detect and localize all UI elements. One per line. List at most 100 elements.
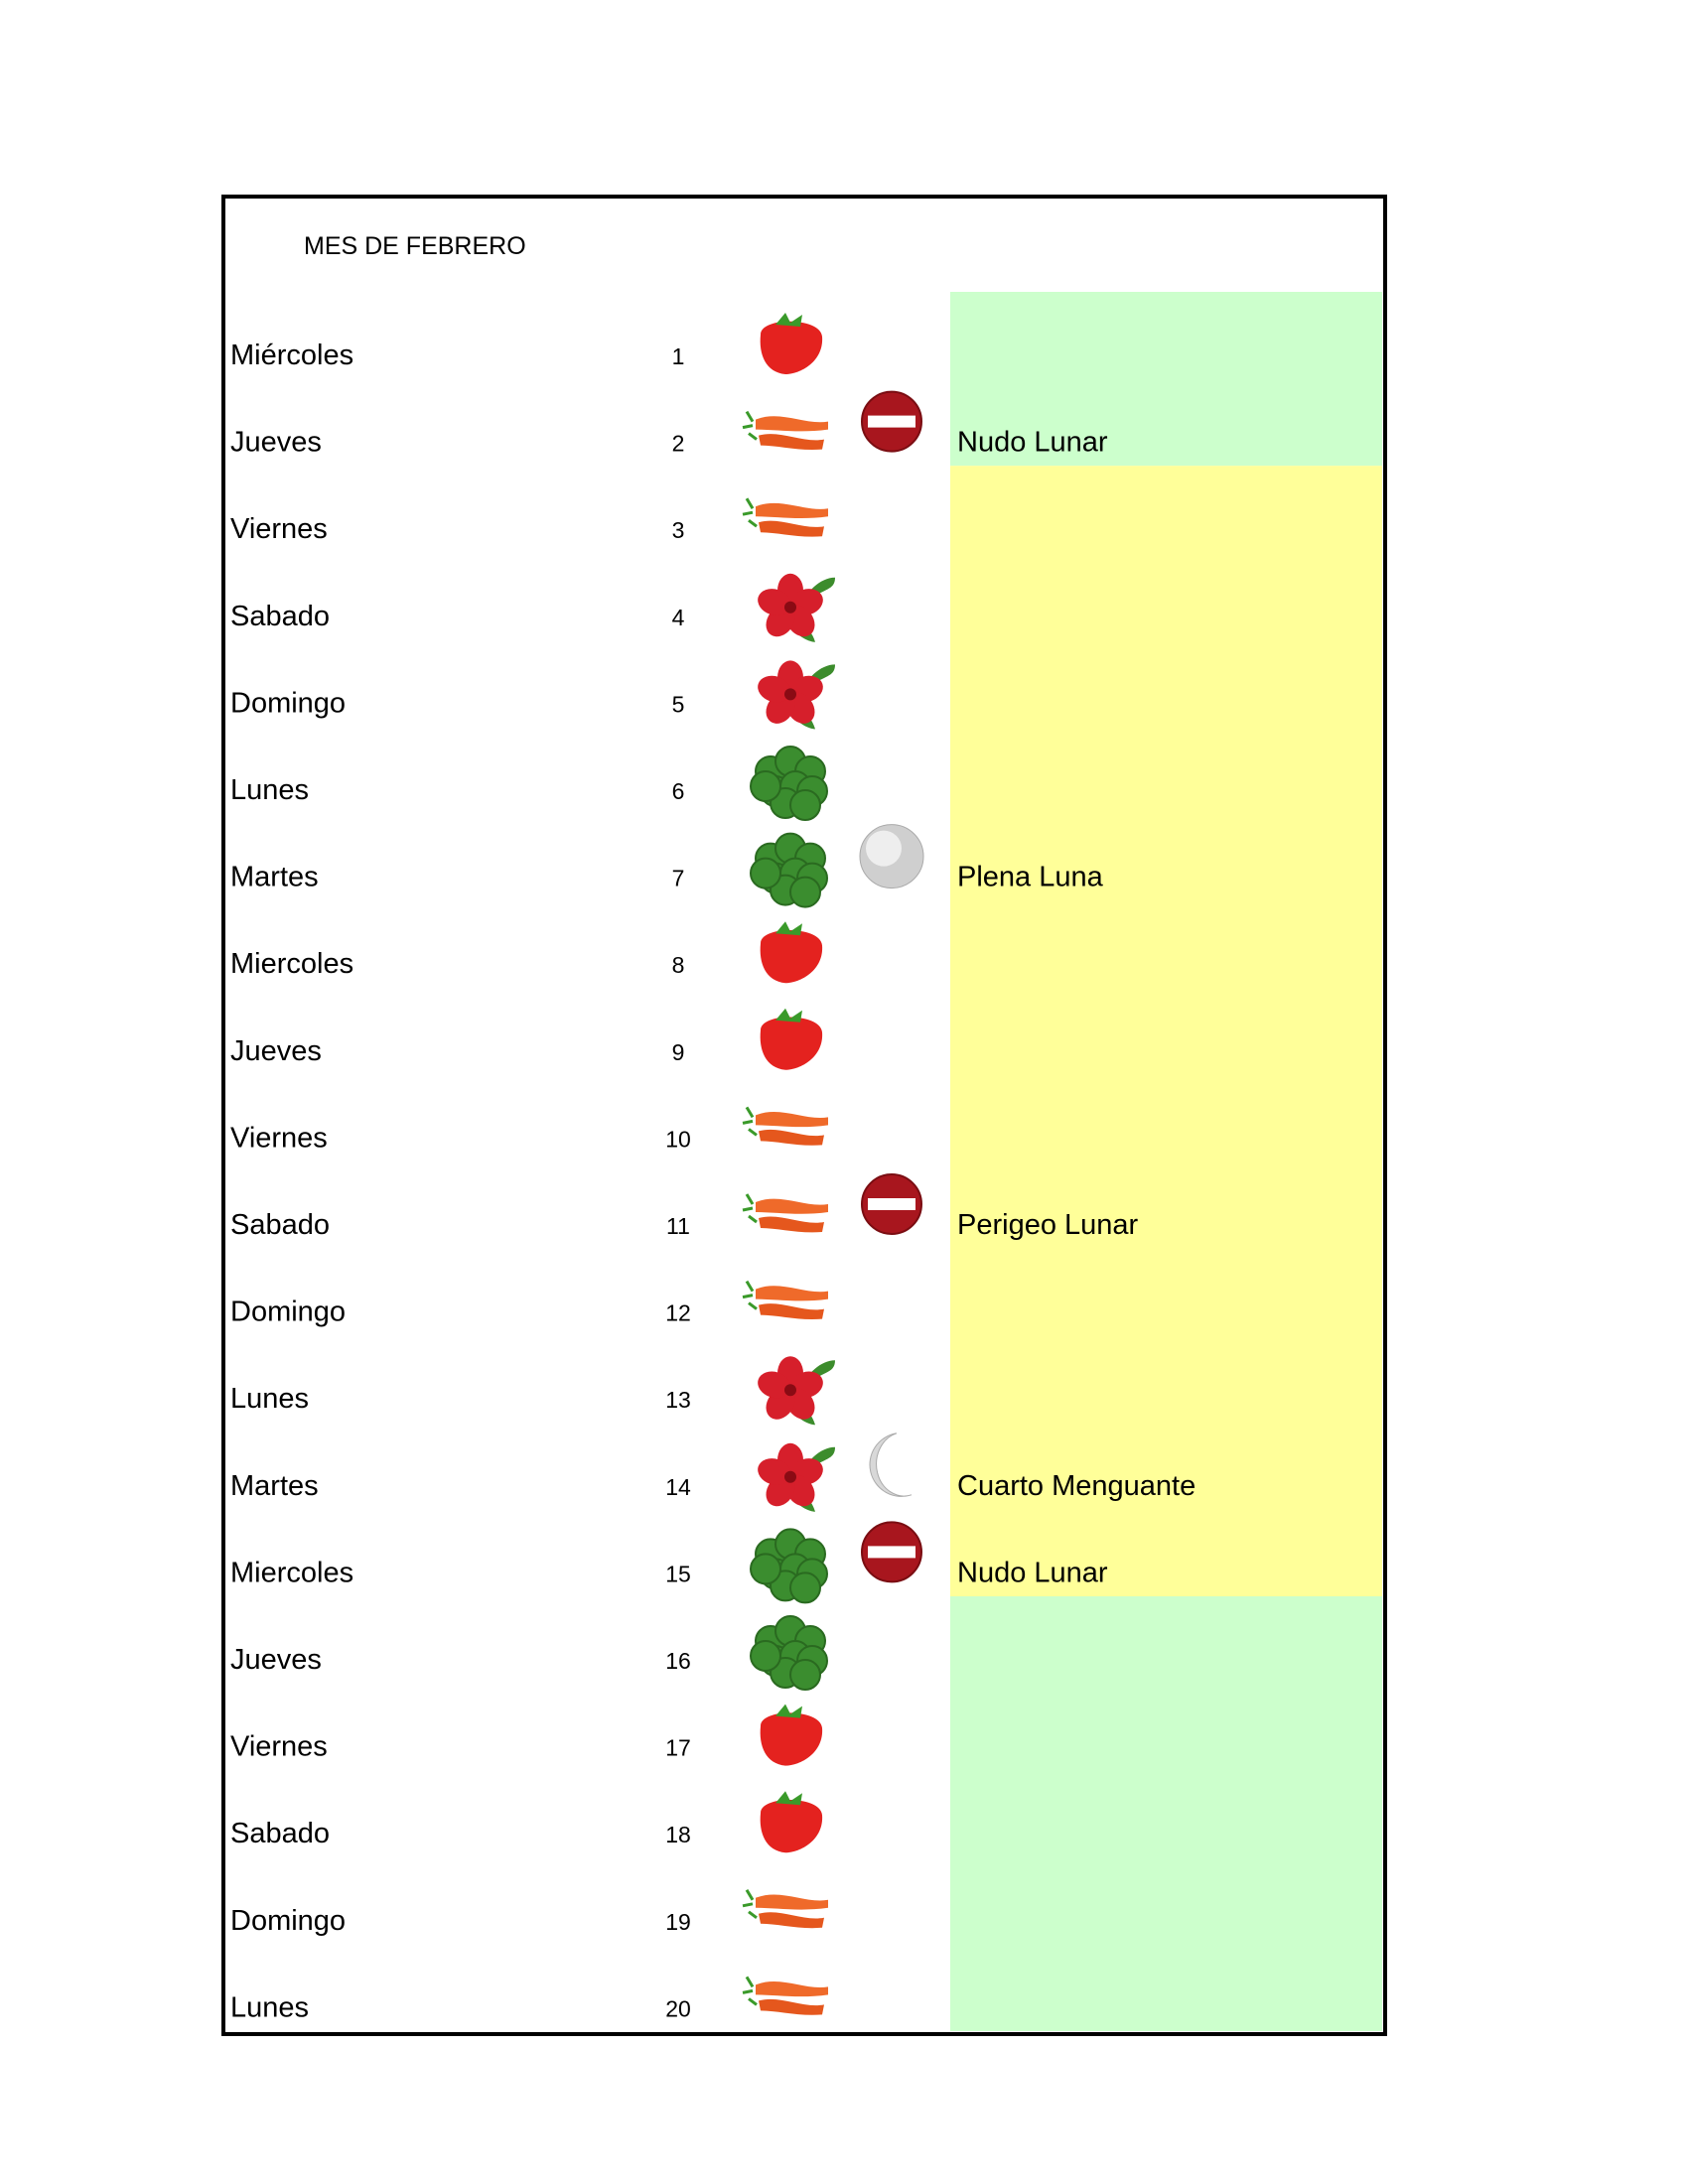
strawberry-leaf xyxy=(775,1791,802,1806)
carrot-top xyxy=(742,1280,758,1310)
sheet-border xyxy=(221,195,1387,2036)
carrot xyxy=(756,1112,828,1128)
strawberry-leaf xyxy=(775,1008,802,1023)
strawberry xyxy=(760,1799,823,1853)
flower-center xyxy=(784,601,796,614)
carrot xyxy=(759,520,824,537)
carrot xyxy=(759,434,824,451)
carrot xyxy=(759,1216,824,1233)
day-number: 17 xyxy=(665,1735,691,1761)
icon-no xyxy=(861,1521,922,1583)
icon-l xyxy=(750,1615,828,1691)
note-band xyxy=(950,1596,1382,2031)
strawberry xyxy=(760,321,823,374)
icon-full xyxy=(859,824,924,889)
day-number: 16 xyxy=(665,1648,691,1674)
day-number: 6 xyxy=(672,778,685,804)
strawberry-leaf xyxy=(775,313,802,327)
day-name: Martes xyxy=(230,862,319,893)
day-name: Sabado xyxy=(230,601,330,632)
day-name: Jueves xyxy=(230,1035,322,1067)
carrot xyxy=(756,1198,828,1214)
carrot xyxy=(756,416,828,432)
carrot xyxy=(759,1998,824,2015)
petal xyxy=(758,1371,791,1399)
sheet-title: MES DE FEBRERO xyxy=(304,232,526,260)
lunar-note: Nudo Lunar xyxy=(957,427,1108,459)
day-number: 10 xyxy=(665,1126,691,1152)
leaf xyxy=(789,789,821,821)
icon-fl xyxy=(758,573,835,642)
icon-r xyxy=(742,410,828,451)
day-number: 4 xyxy=(672,605,685,630)
carrot xyxy=(756,1894,828,1910)
day-name: Jueves xyxy=(230,1644,322,1676)
no-entry-bar xyxy=(868,1198,915,1210)
flower-center xyxy=(784,1470,796,1483)
day-name: Viernes xyxy=(230,1731,328,1763)
day-number: 7 xyxy=(672,866,685,891)
icon-r xyxy=(742,1889,828,1929)
day-number: 9 xyxy=(672,1039,685,1065)
icon-no xyxy=(861,390,922,453)
carrot-top xyxy=(742,1106,758,1137)
icon-f xyxy=(760,921,823,984)
petal xyxy=(758,589,791,615)
icon-fl xyxy=(758,660,835,730)
flower-center xyxy=(784,688,796,701)
crescent-moon xyxy=(869,1433,913,1497)
day-name: Lunes xyxy=(230,774,309,806)
day-name: Martes xyxy=(230,1470,319,1502)
icon-r xyxy=(742,1106,828,1146)
strawberry xyxy=(760,1017,823,1070)
lunar-note: Perigeo Lunar xyxy=(957,1209,1139,1241)
icon-r xyxy=(742,1976,828,2015)
carrot-top xyxy=(742,410,758,441)
day-number: 2 xyxy=(672,431,685,457)
day-number: 5 xyxy=(672,691,685,717)
carrot xyxy=(759,1303,824,1320)
carrot-top xyxy=(742,497,758,528)
day-name: Miercoles xyxy=(230,1557,353,1588)
icon-fl xyxy=(758,1442,835,1512)
day-number: 13 xyxy=(665,1387,691,1413)
leaf xyxy=(789,876,821,908)
day-name: Lunes xyxy=(230,1383,309,1415)
icon-r xyxy=(742,1280,828,1320)
day-name: Domingo xyxy=(230,1297,346,1328)
petal xyxy=(758,675,791,703)
day-name: Miércoles xyxy=(230,340,353,371)
icon-wane xyxy=(869,1433,913,1497)
day-number: 11 xyxy=(666,1213,690,1239)
day-name: Sabado xyxy=(230,1209,330,1241)
icon-f xyxy=(760,1791,823,1853)
day-name: Miercoles xyxy=(230,948,353,980)
leaf xyxy=(789,1659,821,1691)
day-name: Viernes xyxy=(230,513,328,545)
day-name: Viernes xyxy=(230,1122,328,1154)
icon-r xyxy=(742,1193,828,1233)
day-number: 20 xyxy=(665,1995,691,2021)
rows: Miércoles 1 Jueves 2 Nudo Lunar Viernes 3 Sabad… xyxy=(230,313,1196,2023)
lunar-note: Nudo Lunar xyxy=(957,1557,1108,1588)
note-band xyxy=(950,292,1382,467)
flower-center xyxy=(784,1384,796,1397)
day-number: 12 xyxy=(665,1300,691,1326)
icon-fl xyxy=(758,1356,835,1426)
day-number: 3 xyxy=(672,517,685,543)
moon-shine xyxy=(866,830,902,867)
leaf xyxy=(750,1640,781,1672)
carrot-top xyxy=(742,1889,758,1920)
day-name: Sabado xyxy=(230,1818,330,1849)
strawberry-leaf xyxy=(775,921,802,936)
petal xyxy=(758,1458,791,1485)
leaf xyxy=(750,1553,781,1585)
lunar-note: Cuarto Menguante xyxy=(957,1470,1196,1502)
day-name: Lunes xyxy=(230,1991,309,2023)
strawberry xyxy=(760,1712,823,1766)
day-number: 1 xyxy=(672,343,685,369)
day-name: Jueves xyxy=(230,427,322,459)
leaf xyxy=(789,1571,821,1604)
carrot xyxy=(759,1912,824,1929)
